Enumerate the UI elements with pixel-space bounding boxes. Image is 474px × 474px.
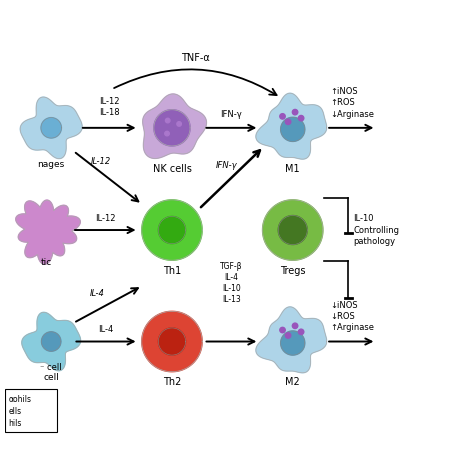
Text: NK cells: NK cells (153, 164, 191, 173)
Polygon shape (42, 332, 61, 351)
Polygon shape (154, 109, 190, 146)
Text: M1: M1 (285, 164, 300, 173)
Text: Th1: Th1 (163, 266, 181, 276)
Circle shape (299, 329, 304, 335)
Text: ↑iNOS
↑ROS
↓Arginase: ↑iNOS ↑ROS ↓Arginase (330, 87, 374, 118)
Text: IFN-γ: IFN-γ (216, 161, 238, 170)
Text: Tregs: Tregs (280, 266, 305, 276)
Text: IL-12: IL-12 (91, 157, 111, 166)
Circle shape (280, 114, 285, 119)
Circle shape (299, 116, 304, 121)
FancyBboxPatch shape (5, 389, 57, 432)
Polygon shape (263, 200, 323, 260)
Circle shape (165, 131, 169, 136)
Text: ↓iNOS
↓ROS
↑Arginase: ↓iNOS ↓ROS ↑Arginase (330, 301, 374, 332)
Polygon shape (143, 94, 207, 158)
Polygon shape (158, 328, 185, 355)
Text: tic: tic (41, 258, 52, 267)
Polygon shape (278, 216, 307, 245)
Circle shape (292, 323, 298, 328)
Text: nages: nages (37, 160, 65, 169)
Polygon shape (256, 307, 327, 373)
Circle shape (177, 122, 182, 126)
Polygon shape (20, 97, 82, 159)
Text: αohils
ells
hils: αohils ells hils (9, 395, 31, 428)
Polygon shape (142, 311, 202, 372)
Text: IL-10
Controlling
pathology: IL-10 Controlling pathology (353, 214, 399, 246)
Polygon shape (281, 331, 305, 355)
Text: IL-4: IL-4 (90, 289, 105, 298)
Circle shape (285, 333, 291, 338)
Text: Th2: Th2 (163, 377, 181, 387)
Text: IL-4: IL-4 (99, 325, 114, 334)
FancyArrowPatch shape (114, 69, 277, 95)
Polygon shape (158, 217, 185, 244)
Text: M2: M2 (285, 377, 300, 387)
Text: IL-12: IL-12 (95, 214, 115, 223)
Text: IL-12
IL-18: IL-12 IL-18 (99, 97, 119, 117)
Polygon shape (22, 312, 81, 371)
Text: IFN-γ: IFN-γ (220, 110, 242, 119)
Circle shape (280, 328, 285, 333)
Circle shape (285, 119, 291, 125)
Polygon shape (281, 117, 305, 141)
Text: ⁻ cell: ⁻ cell (40, 364, 62, 373)
Polygon shape (41, 118, 62, 138)
Text: TGF-β
IL-4
IL-10
IL-13: TGF-β IL-4 IL-10 IL-13 (220, 262, 243, 304)
Polygon shape (16, 200, 80, 264)
Text: cell: cell (43, 373, 59, 382)
Circle shape (292, 109, 298, 115)
Polygon shape (142, 200, 202, 260)
Circle shape (165, 118, 170, 123)
Polygon shape (256, 93, 327, 159)
Text: TNF-α: TNF-α (181, 53, 210, 63)
